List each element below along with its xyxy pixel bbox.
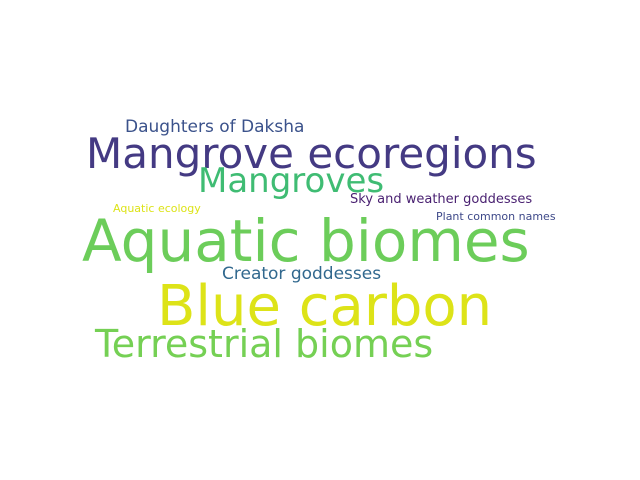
word-blue-carbon: Blue carbon (157, 274, 493, 339)
word-aquatic-ecology: Aquatic ecology (113, 202, 201, 215)
word-sky-and-weather-goddesses: Sky and weather goddesses (350, 192, 533, 207)
word-mangrove-ecoregions: Mangrove ecoregions (86, 129, 537, 178)
word-aquatic-biomes: Aquatic biomes (82, 207, 530, 275)
word-creator-goddesses: Creator goddesses (222, 264, 382, 284)
word-daughters-of-daksha: Daughters of Daksha (125, 117, 305, 137)
word-mangroves: Mangroves (198, 161, 385, 201)
word-terrestrial-biomes: Terrestrial biomes (95, 322, 434, 366)
word-plant-common-names: Plant common names (436, 210, 556, 223)
